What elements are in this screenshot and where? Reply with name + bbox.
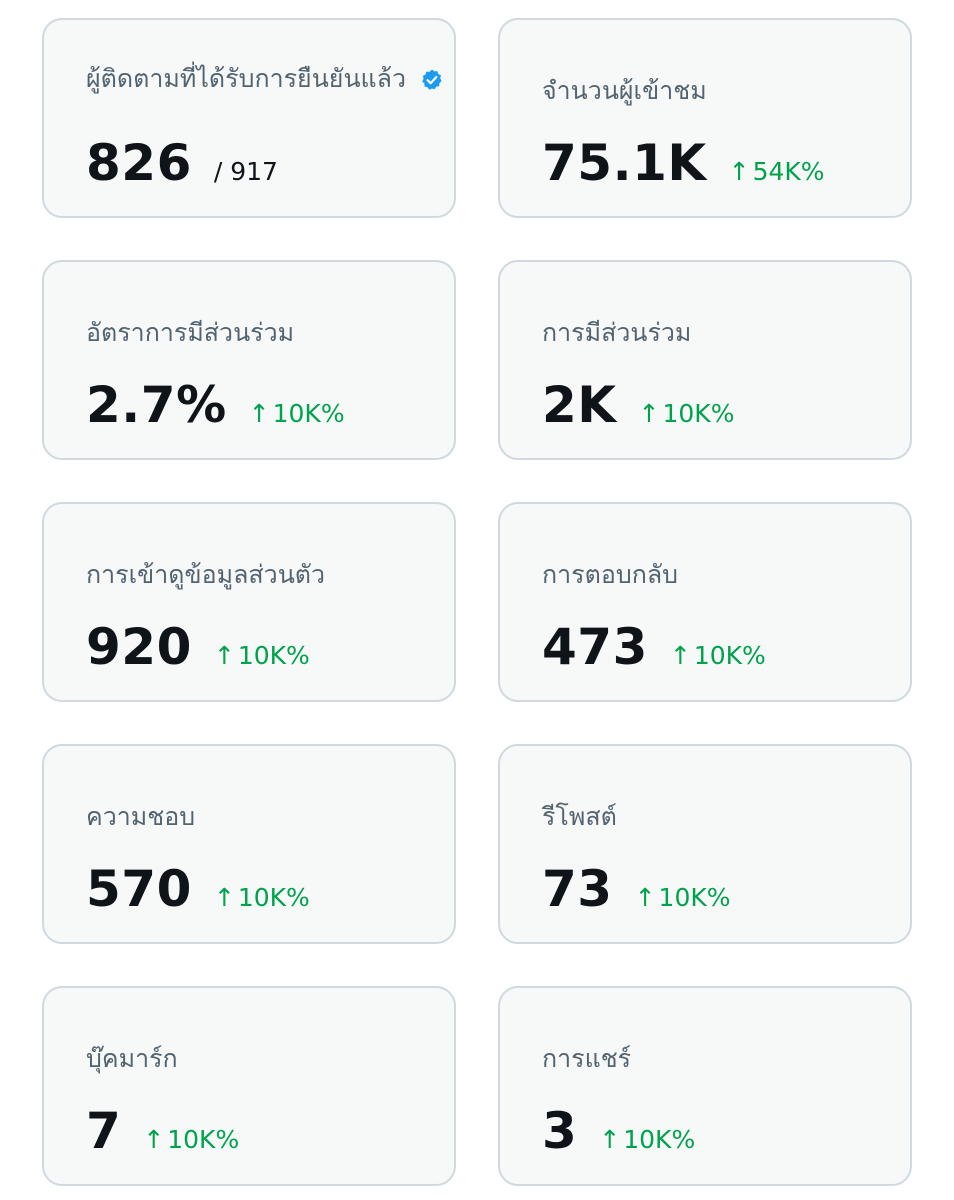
up-arrow-icon: ↑: [213, 641, 235, 670]
stat-change: ↑ 10K%: [249, 399, 345, 428]
stat-label: ผู้ติดตามที่ได้รับการยืนยันแล้ว: [86, 64, 407, 93]
stat-value: 75.1K: [542, 134, 707, 192]
up-arrow-icon: ↑: [634, 883, 656, 912]
stat-card-bookmarks[interactable]: บุ๊คมาร์ก 7 ↑ 10K%: [42, 986, 456, 1186]
stat-value: 73: [542, 860, 613, 918]
stat-change-value: 10K%: [693, 641, 766, 670]
stat-change-value: 10K%: [272, 399, 345, 428]
stat-value-row: 3 ↑ 10K%: [542, 1096, 695, 1166]
stat-card-verified-followers[interactable]: ผู้ติดตามที่ได้รับการยืนยันแล้ว 826 / 91…: [42, 18, 456, 218]
stat-card-engagements[interactable]: การมีส่วนร่วม 2K ↑ 10K%: [498, 260, 912, 460]
stat-change: ↑ 10K%: [670, 641, 766, 670]
stat-card-engagement-rate[interactable]: อัตราการมีส่วนร่วม 2.7% ↑ 10K%: [42, 260, 456, 460]
up-arrow-icon: ↑: [728, 157, 750, 186]
stat-change: ↑ 10K%: [214, 641, 310, 670]
stat-change-value: 10K%: [658, 883, 731, 912]
stat-value: 570: [86, 860, 192, 918]
stat-value: 920: [86, 618, 192, 676]
stat-value-row: 570 ↑ 10K%: [86, 854, 310, 924]
stat-label: การแชร์: [542, 1044, 632, 1073]
verified-badge-icon: [422, 69, 442, 90]
stat-change-value: 10K%: [237, 883, 310, 912]
stat-value-row: 920 ↑ 10K%: [86, 612, 310, 682]
stat-change: ↑ 54K%: [729, 157, 825, 186]
stat-label: ความชอบ: [86, 802, 196, 831]
stat-change-value: 10K%: [662, 399, 735, 428]
stat-label: รีโพสต์: [542, 802, 617, 831]
stat-change: ↑ 10K%: [214, 883, 310, 912]
stat-card-reposts[interactable]: รีโพสต์ 73 ↑ 10K%: [498, 744, 912, 944]
stat-label: การตอบกลับ: [542, 560, 679, 589]
up-arrow-icon: ↑: [213, 883, 235, 912]
stat-value: 826: [86, 134, 192, 192]
stat-value-row: 75.1K ↑ 54K%: [542, 128, 825, 198]
stat-label: อัตราการมีส่วนร่วม: [86, 318, 295, 347]
stat-value-row: 73 ↑ 10K%: [542, 854, 731, 924]
stat-label: บุ๊คมาร์ก: [86, 1044, 178, 1073]
stat-change: ↑ 10K%: [143, 1125, 239, 1154]
stat-value-row: 2K ↑ 10K%: [542, 370, 734, 440]
stat-value: 7: [86, 1102, 122, 1160]
stat-label: การมีส่วนร่วม: [542, 318, 692, 347]
up-arrow-icon: ↑: [599, 1125, 621, 1154]
stat-card-impressions[interactable]: จำนวนผู้เข้าชม 75.1K ↑ 54K%: [498, 18, 912, 218]
stat-value-row: 473 ↑ 10K%: [542, 612, 766, 682]
stat-card-shares[interactable]: การแชร์ 3 ↑ 10K%: [498, 986, 912, 1186]
stat-change: ↑ 10K%: [639, 399, 735, 428]
stat-value: 3: [542, 1102, 578, 1160]
stat-label: จำนวนผู้เข้าชม: [542, 76, 707, 105]
stat-card-likes[interactable]: ความชอบ 570 ↑ 10K%: [42, 744, 456, 944]
stat-change-value: 10K%: [237, 641, 310, 670]
stat-card-replies[interactable]: การตอบกลับ 473 ↑ 10K%: [498, 502, 912, 702]
stat-value-row: 2.7% ↑ 10K%: [86, 370, 345, 440]
up-arrow-icon: ↑: [248, 399, 270, 428]
stat-change: ↑ 10K%: [599, 1125, 695, 1154]
stat-change-value: 10K%: [167, 1125, 240, 1154]
stat-change-value: 10K%: [623, 1125, 696, 1154]
stat-value: 2K: [542, 376, 617, 434]
up-arrow-icon: ↑: [143, 1125, 165, 1154]
stat-change: ↑ 10K%: [635, 883, 731, 912]
stat-label: การเข้าดูข้อมูลส่วนตัว: [86, 560, 326, 589]
stat-value-row: 7 ↑ 10K%: [86, 1096, 239, 1166]
up-arrow-icon: ↑: [638, 399, 660, 428]
stat-total: / 917: [213, 157, 278, 186]
stat-value-row: 826 / 917: [86, 128, 278, 198]
up-arrow-icon: ↑: [669, 641, 691, 670]
stat-change-value: 54K%: [752, 157, 825, 186]
stat-value: 473: [542, 618, 648, 676]
stat-value: 2.7%: [86, 376, 227, 434]
stat-card-profile-visits[interactable]: การเข้าดูข้อมูลส่วนตัว 920 ↑ 10K%: [42, 502, 456, 702]
